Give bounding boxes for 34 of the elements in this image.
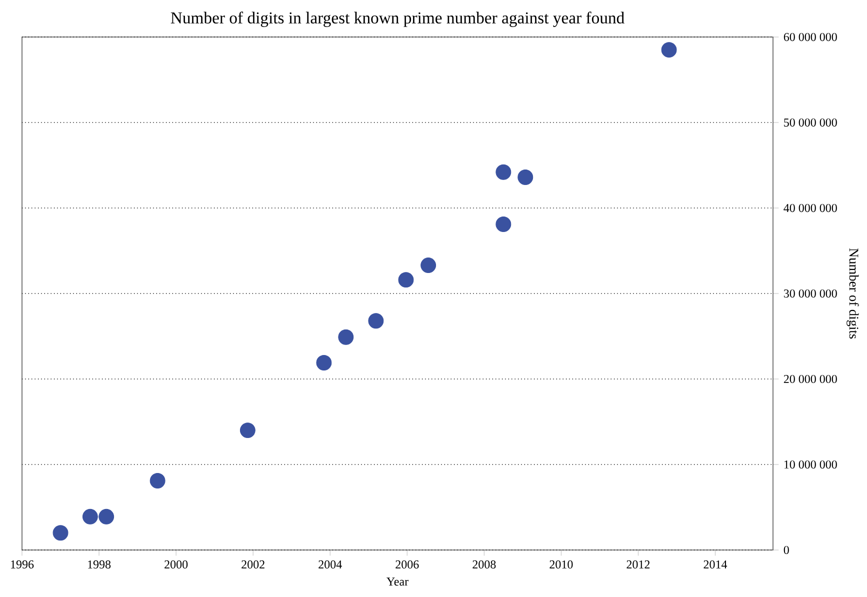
y-tick-label: 40 000 000 bbox=[784, 204, 837, 212]
x-tick-label: 1996 bbox=[11, 560, 34, 568]
point bbox=[316, 355, 332, 370]
x-tick-label: 2008 bbox=[472, 560, 496, 569]
y-tick-label: 10 000 000 bbox=[784, 460, 837, 469]
point bbox=[98, 508, 114, 524]
y-tick-label: 50 000 000 bbox=[784, 118, 837, 127]
point bbox=[82, 508, 98, 524]
y-tick-label: 30 000 000 bbox=[784, 289, 837, 298]
chart-title: Number of digits in largest known prime number against year found bbox=[170, 12, 624, 27]
point bbox=[338, 329, 354, 345]
x-tick-label: 2006 bbox=[396, 560, 419, 569]
y-tick-label: 60 000 000 bbox=[784, 32, 837, 42]
point bbox=[52, 525, 68, 541]
x-tick-label: 2000 bbox=[164, 560, 188, 569]
point bbox=[150, 473, 166, 488]
y-tick-label: 20 000 000 bbox=[784, 374, 837, 384]
x-tick-label: 2012 bbox=[626, 560, 650, 569]
x-tick-label: 2010 bbox=[550, 560, 573, 569]
x-tick-label: 2004 bbox=[318, 560, 342, 569]
x-tick-label: 1998 bbox=[88, 560, 111, 569]
point bbox=[240, 422, 256, 438]
x-tick-label: 2002 bbox=[242, 560, 264, 569]
point bbox=[420, 258, 436, 274]
point bbox=[496, 164, 512, 180]
point bbox=[368, 313, 384, 329]
point bbox=[661, 42, 677, 58]
point bbox=[398, 272, 414, 288]
x-tick-label: 2014 bbox=[704, 560, 728, 569]
point bbox=[496, 216, 512, 232]
point bbox=[518, 169, 534, 185]
y-axis-title: Number of digits bbox=[846, 248, 859, 339]
x-axis-title: Year bbox=[386, 578, 408, 586]
y-tick-label: 0 bbox=[784, 546, 789, 554]
